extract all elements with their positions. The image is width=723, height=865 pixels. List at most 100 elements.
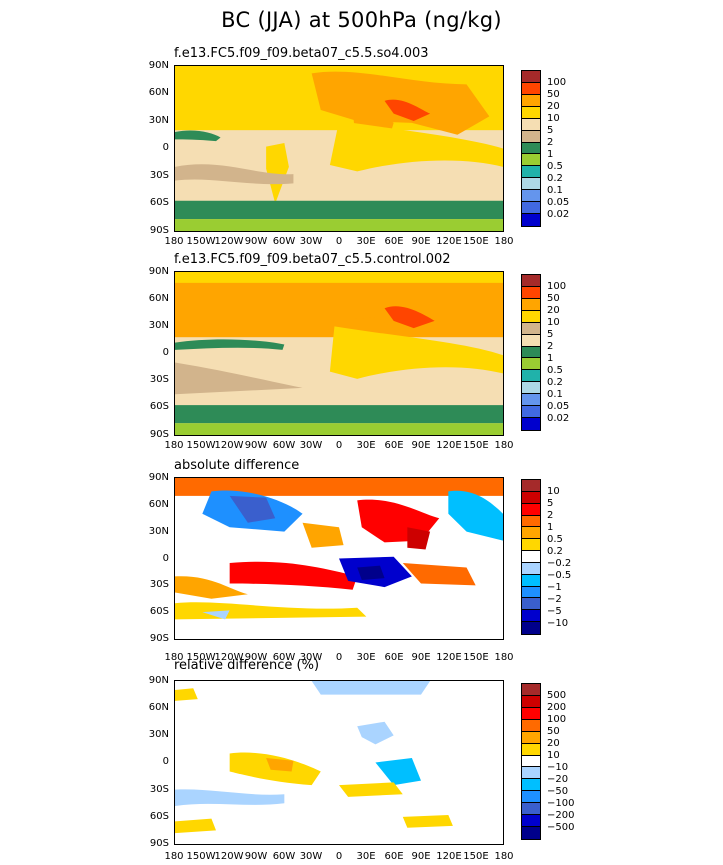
- p1-xtick: 150W: [186, 236, 216, 247]
- colorbar-swatch: [522, 106, 540, 119]
- p2-colorbar-label: 2: [547, 341, 554, 352]
- p1-ytick: 60N: [148, 87, 169, 98]
- panel-3-title: absolute difference: [174, 458, 300, 473]
- p2-xtick: 60E: [384, 440, 404, 451]
- p4-ytick: 30N: [148, 729, 169, 740]
- p3-xtick: 60W: [272, 652, 296, 663]
- colorbar-swatch: [522, 803, 540, 816]
- p3-ytick: 90S: [149, 633, 169, 644]
- p4-xtick: 180: [164, 851, 184, 862]
- p1-xtick: 60E: [384, 236, 404, 247]
- p3-ytick: 60N: [148, 499, 169, 510]
- p1-xtick: 90E: [411, 236, 431, 247]
- p1-colorbar-label: 0.1: [547, 185, 563, 196]
- colorbar-swatch: [522, 598, 540, 611]
- p2-colorbar-label: 0.05: [547, 401, 570, 412]
- p3-xtick: 30W: [299, 652, 323, 663]
- colorbar-swatch: [522, 480, 540, 492]
- panel-1-colorbar: [521, 70, 541, 227]
- colorbar-swatch: [522, 503, 540, 516]
- colorbar-swatch: [522, 275, 540, 287]
- p3-colorbar-label: −10: [547, 618, 569, 629]
- p4-xtick: 150E: [463, 851, 489, 862]
- colorbar-swatch: [522, 298, 540, 311]
- p4-xtick: 0: [335, 851, 343, 862]
- p4-colorbar-label: 200: [547, 702, 567, 713]
- colorbar-swatch: [522, 202, 540, 215]
- p4-ytick: 60S: [149, 811, 169, 822]
- p1-colorbar-label: 0.2: [547, 173, 563, 184]
- colorbar-swatch: [522, 684, 540, 696]
- p4-xtick: 180: [494, 851, 514, 862]
- p4-colorbar-label: 50: [547, 726, 560, 737]
- panel-3-map: [174, 477, 504, 640]
- colorbar-swatch: [522, 695, 540, 708]
- colorbar-swatch: [522, 370, 540, 383]
- colorbar-swatch: [522, 334, 540, 347]
- p2-ytick: 90N: [148, 266, 169, 277]
- p3-colorbar-label: −2: [547, 594, 562, 605]
- panel-1-map: [174, 65, 504, 232]
- p1-colorbar-label: 0.02: [547, 209, 570, 220]
- p4-colorbar-label: −200: [547, 810, 575, 821]
- colorbar-swatch: [522, 286, 540, 299]
- p2-ytick: 30S: [149, 374, 169, 385]
- p4-ytick: 90N: [148, 675, 169, 686]
- colorbar-swatch: [522, 130, 540, 143]
- p1-colorbar-label: 0.5: [547, 161, 563, 172]
- colorbar-swatch: [522, 515, 540, 528]
- p2-xtick: 90E: [411, 440, 431, 451]
- p1-colorbar-label: 50: [547, 89, 560, 100]
- p1-colorbar-label: 20: [547, 101, 560, 112]
- colorbar-swatch: [522, 755, 540, 768]
- p4-colorbar-label: −500: [547, 822, 575, 833]
- p4-colorbar-label: −100: [547, 798, 575, 809]
- panel-3-map-field: [175, 478, 503, 639]
- p1-xtick: 60W: [272, 236, 296, 247]
- p4-ytick: 30S: [149, 784, 169, 795]
- p4-xtick: 90E: [411, 851, 431, 862]
- p2-ytick: 30N: [148, 320, 169, 331]
- p1-ytick: 30N: [148, 115, 169, 126]
- p3-xtick: 60E: [384, 652, 404, 663]
- colorbar-swatch: [522, 346, 540, 359]
- colorbar-swatch: [522, 586, 540, 599]
- colorbar-swatch: [522, 358, 540, 371]
- p1-ytick: 90S: [149, 225, 169, 236]
- panel-2-map: [174, 271, 504, 436]
- p3-colorbar-label: −0.2: [547, 558, 572, 569]
- colorbar-swatch: [522, 551, 540, 563]
- p4-colorbar-label: 100: [547, 714, 567, 725]
- p3-colorbar-label: 0.5: [547, 534, 563, 545]
- p1-xtick: 120W: [214, 236, 244, 247]
- p2-colorbar-label: 0.5: [547, 365, 563, 376]
- p3-xtick: 180: [494, 652, 514, 663]
- colorbar-swatch: [522, 707, 540, 720]
- panel-4-map-field: [175, 681, 503, 844]
- p1-xtick: 180: [164, 236, 184, 247]
- p4-xtick: 30E: [356, 851, 376, 862]
- colorbar-swatch: [522, 154, 540, 167]
- p4-ytick: 90S: [149, 838, 169, 849]
- p4-ytick: 60N: [148, 702, 169, 713]
- p3-ytick: 60S: [149, 606, 169, 617]
- p2-colorbar-label: 10: [547, 317, 560, 328]
- colorbar-swatch: [522, 610, 540, 623]
- colorbar-swatch: [522, 743, 540, 756]
- colorbar-swatch: [522, 394, 540, 407]
- colorbar-swatch: [522, 491, 540, 504]
- p3-ytick: 30S: [149, 579, 169, 590]
- panel-2-title: f.e13.FC5.f09_f09.beta07_c5.5.control.00…: [174, 252, 451, 267]
- p1-xtick: 90W: [244, 236, 268, 247]
- p3-xtick: 150W: [186, 652, 216, 663]
- p1-xtick: 120E: [436, 236, 462, 247]
- p2-xtick: 150E: [463, 440, 489, 451]
- panel-1-map-field: [175, 66, 503, 231]
- p2-colorbar-label: 5: [547, 329, 554, 340]
- p4-colorbar-label: −50: [547, 786, 569, 797]
- p2-colorbar-label: 100: [547, 281, 567, 292]
- p2-colorbar-label: 50: [547, 293, 560, 304]
- p4-xtick: 120E: [436, 851, 462, 862]
- p3-xtick: 0: [335, 652, 343, 663]
- p1-ytick: 0: [162, 142, 169, 153]
